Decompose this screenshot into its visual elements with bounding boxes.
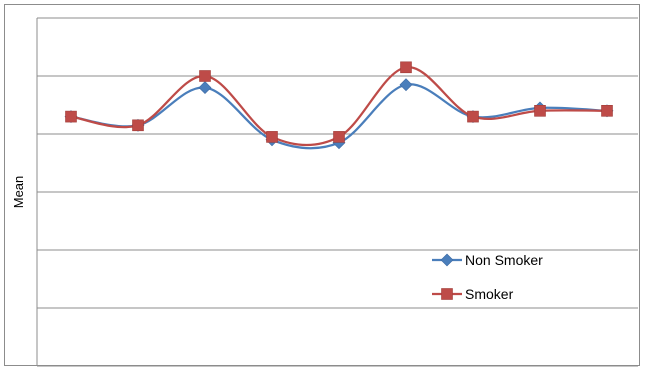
data-point-smoker <box>65 110 77 123</box>
series-layer <box>64 61 614 150</box>
data-point-smoker <box>132 119 144 132</box>
series-smoker <box>65 61 613 147</box>
legend-label-non-smoker: Non Smoker <box>465 252 543 268</box>
data-point-non-smoker <box>198 81 212 95</box>
data-point-non-smoker <box>399 78 413 92</box>
data-point-smoker <box>467 110 479 123</box>
chart-frame <box>4 4 640 366</box>
y-axis-title: Mean <box>11 176 26 209</box>
gridlines <box>37 17 638 367</box>
data-point-smoker <box>266 131 278 143</box>
data-point-smoker <box>199 70 211 82</box>
data-point-smoker <box>601 105 613 117</box>
data-point-smoker <box>400 61 412 74</box>
legend-label-smoker: Smoker <box>465 286 514 302</box>
data-point-smoker <box>534 105 546 117</box>
data-point-smoker <box>333 131 345 143</box>
legend: Non Smoker Smoker <box>432 252 543 302</box>
legend-item-smoker: Smoker <box>432 286 514 302</box>
legend-marker-non-smoker <box>440 253 454 267</box>
legend-item-non-smoker: Non Smoker <box>432 252 543 268</box>
legend-marker-smoker <box>441 288 453 300</box>
